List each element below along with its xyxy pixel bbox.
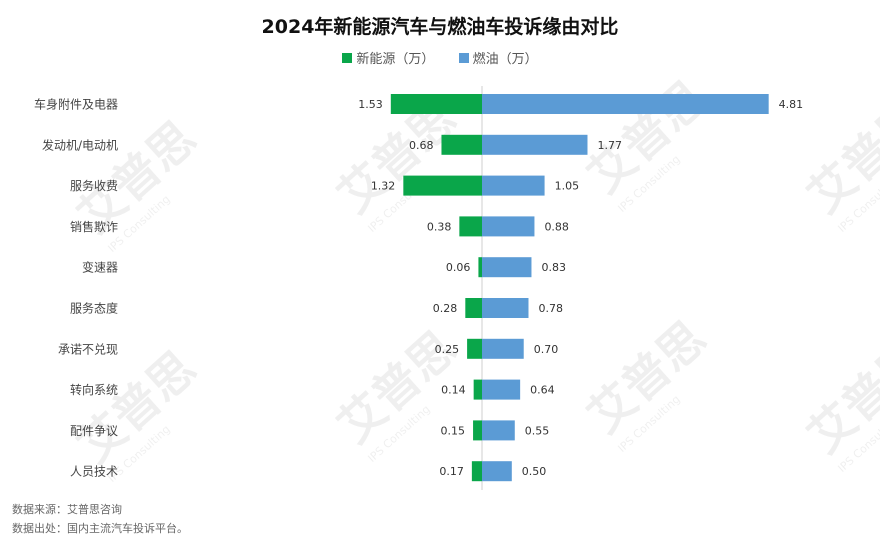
data-label-fuel: 1.77 (597, 139, 622, 152)
chart-title: 2024年新能源汽车与燃油车投诉缘由对比 (261, 16, 619, 38)
chart-footer: 数据来源：艾普思咨询 数据出处：国内主流汽车投诉平台。 (12, 500, 188, 538)
bar-fuel (482, 420, 515, 441)
chart-legend: 新能源（万） 燃油（万） (0, 48, 880, 67)
data-label-new-energy: 0.06 (446, 261, 471, 274)
category-label: 服务收费 (70, 178, 118, 193)
data-label-new-energy: 0.15 (441, 424, 466, 437)
bar-new-energy (471, 461, 482, 482)
data-label-new-energy: 0.68 (409, 139, 434, 152)
category-label: 销售欺诈 (70, 219, 118, 234)
category-label: 转向系统 (70, 382, 118, 397)
data-label-fuel: 0.88 (544, 220, 569, 233)
data-label-fuel: 0.55 (525, 424, 550, 437)
bar-fuel (482, 94, 769, 114)
bar-fuel (482, 338, 524, 359)
bar-fuel (482, 175, 545, 196)
bar-new-energy (390, 94, 482, 114)
bar-new-energy (441, 134, 482, 155)
bar-new-energy (473, 379, 482, 400)
data-label-fuel: 0.50 (522, 465, 547, 478)
legend-label-new-energy: 新能源（万） (356, 52, 435, 67)
category-label: 配件争议 (70, 424, 118, 438)
bar-new-energy (459, 216, 482, 237)
legend-swatch-new-energy (342, 52, 353, 63)
bar-new-energy (403, 175, 482, 196)
data-label-new-energy: 1.32 (371, 180, 396, 193)
data-label-fuel: 0.78 (538, 302, 563, 315)
data-label-new-energy: 0.25 (435, 343, 460, 356)
source-note: 数据来源：艾普思咨询 (12, 503, 122, 516)
bar-fuel (482, 298, 529, 318)
origin-note: 数据出处：国内主流汽车投诉平台。 (12, 522, 188, 535)
legend-item-new-energy: 新能源（万） (342, 48, 434, 67)
bar-fuel (482, 216, 535, 237)
data-label-new-energy: 0.17 (439, 465, 464, 478)
data-label-new-energy: 0.14 (441, 384, 466, 397)
bar-new-energy (467, 338, 482, 359)
category-label: 变速器 (82, 260, 118, 275)
legend-swatch-fuel (458, 52, 469, 63)
bar-new-energy (465, 298, 482, 318)
category-label: 人员技术 (70, 465, 118, 479)
bar-fuel (482, 461, 512, 482)
data-label-new-energy: 1.53 (358, 98, 383, 111)
legend-label-fuel: 燃油（万） (472, 52, 538, 67)
bar-new-energy (473, 420, 482, 441)
category-label: 车身附件及电器 (34, 97, 118, 112)
data-label-fuel: 0.64 (530, 384, 555, 397)
bar-fuel (482, 257, 532, 278)
legend-item-fuel: 燃油（万） (458, 48, 538, 67)
category-label: 承诺不兑现 (58, 342, 118, 356)
data-label-fuel: 0.70 (534, 343, 559, 356)
bar-fuel (482, 379, 521, 400)
data-label-new-energy: 0.28 (433, 302, 458, 315)
category-label: 服务态度 (70, 301, 118, 316)
bar-fuel (482, 134, 588, 155)
data-label-fuel: 0.83 (541, 261, 566, 274)
data-label-fuel: 1.05 (555, 180, 580, 193)
data-label-new-energy: 0.38 (427, 220, 452, 233)
category-label: 发动机/电动机 (42, 137, 118, 152)
diverging-bar-chart: 车身附件及电器 1.53 4.81 发动机/电动机 0.68 1.77 服务收费 1.32 1.… (34, 86, 804, 490)
bar-new-energy (478, 257, 482, 278)
data-label-fuel: 4.81 (779, 98, 804, 111)
